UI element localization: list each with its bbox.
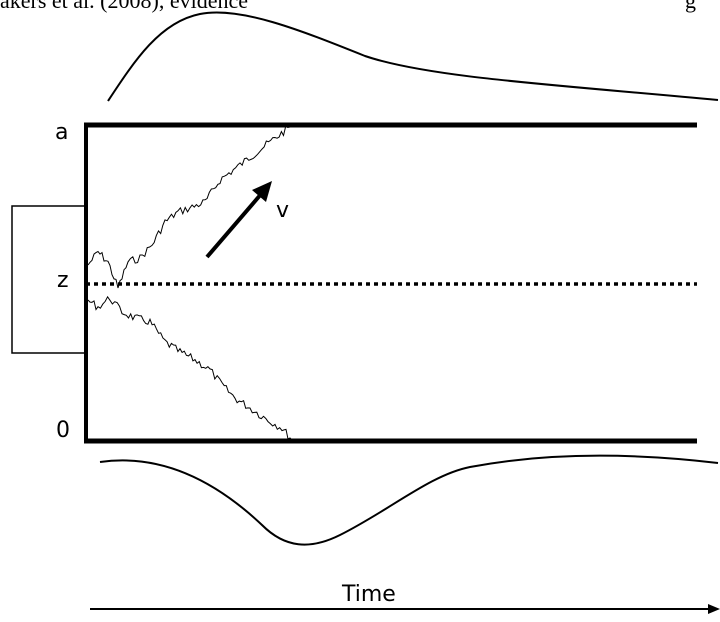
drift-arrow-head <box>252 181 272 202</box>
time-axis-arrowhead <box>708 604 720 614</box>
cropped-header-text: akers et al. (2008), evidence <box>0 0 248 13</box>
time-axis-label: Time <box>342 582 396 607</box>
drift-arrow-shaft <box>205 191 264 259</box>
starting-point-label: z <box>57 268 69 293</box>
starting-point-range-box <box>11 205 84 354</box>
upper-boundary-label: a <box>55 120 69 145</box>
lower-evidence-path <box>87 295 293 441</box>
drift-rate-label: v <box>276 198 290 223</box>
lower-rt-distribution-curve <box>99 454 719 546</box>
cropped-header-text-right: g <box>685 0 696 13</box>
upper-evidence-path <box>87 125 291 289</box>
upper-rt-distribution-curve <box>107 11 719 102</box>
lower-boundary-label: 0 <box>56 418 70 443</box>
